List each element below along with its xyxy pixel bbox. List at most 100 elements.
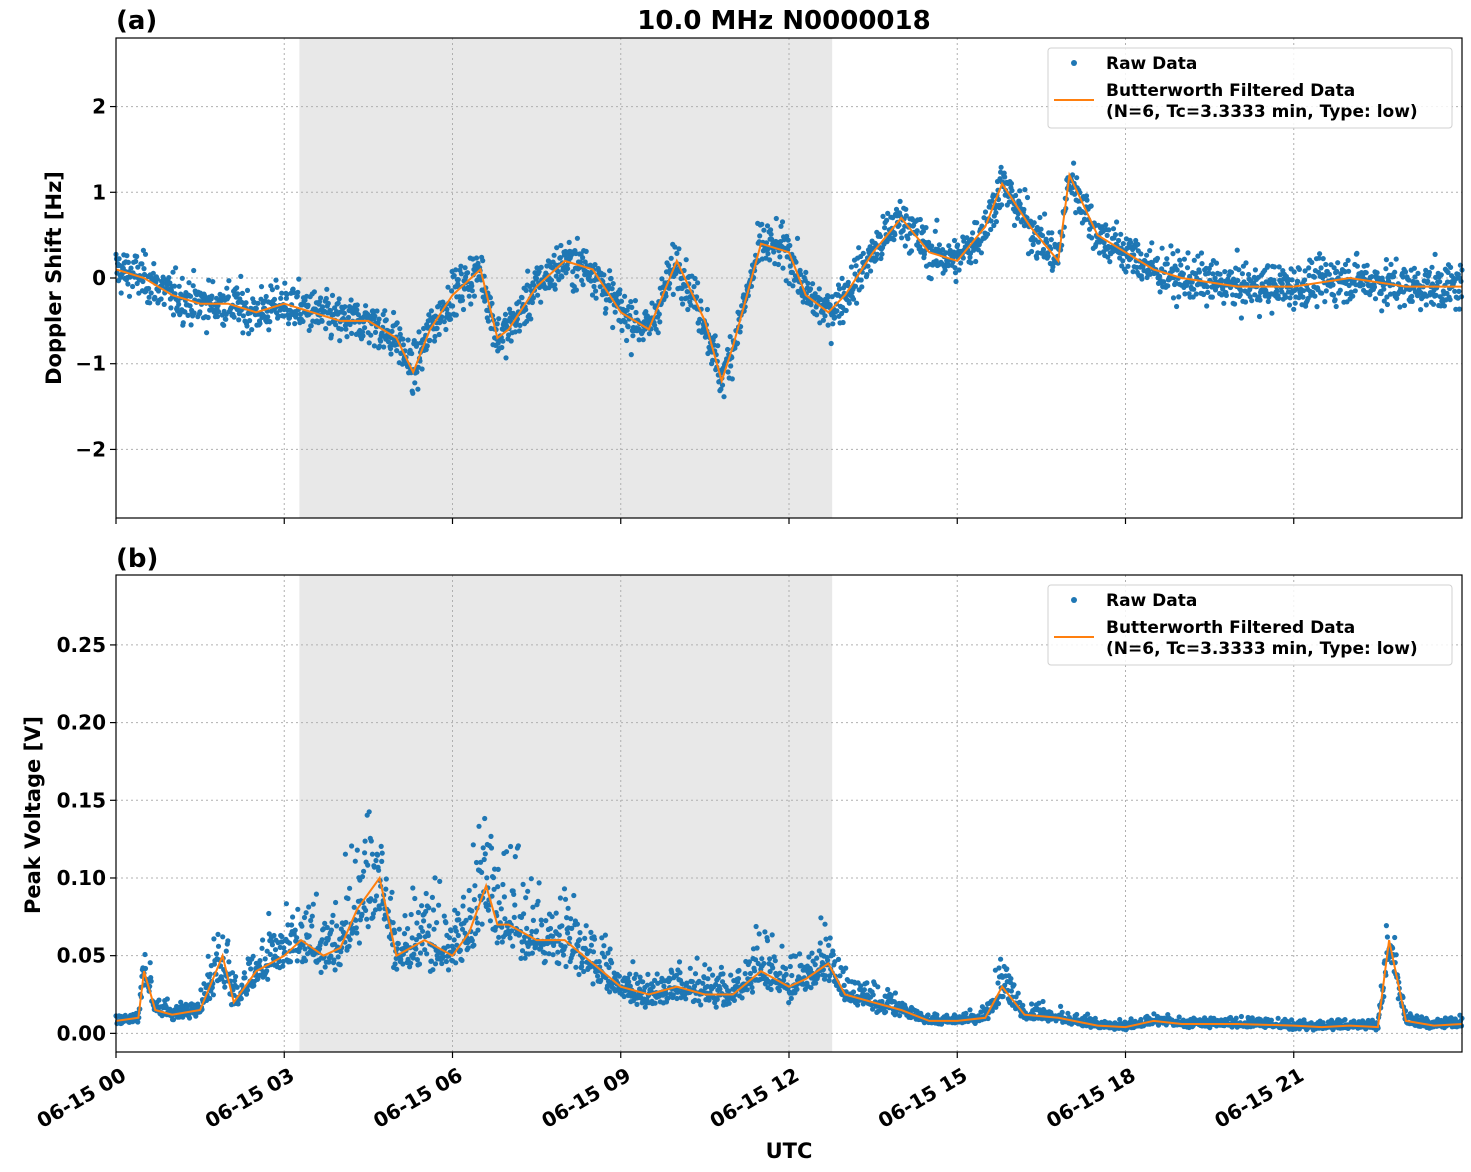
raw-data-point xyxy=(1456,306,1462,312)
raw-data-point xyxy=(1354,263,1360,269)
raw-data-point xyxy=(1338,271,1344,277)
raw-data-point xyxy=(432,875,438,881)
raw-data-point xyxy=(1011,982,1017,988)
raw-data-point xyxy=(148,290,154,296)
raw-data-point xyxy=(322,920,328,927)
raw-data-point xyxy=(523,895,529,901)
raw-data-point xyxy=(420,928,426,934)
raw-data-point xyxy=(905,236,911,242)
raw-data-point xyxy=(1265,263,1271,269)
raw-data-point xyxy=(1302,277,1308,283)
raw-data-point xyxy=(468,301,474,307)
raw-data-point xyxy=(397,326,403,332)
raw-data-point xyxy=(1222,269,1228,275)
raw-data-point xyxy=(835,282,842,288)
raw-data-point xyxy=(453,960,459,966)
raw-data-point xyxy=(419,366,425,372)
raw-data-point xyxy=(529,928,535,935)
raw-data-point xyxy=(610,281,616,287)
raw-data-point xyxy=(1302,268,1308,274)
raw-data-point xyxy=(735,976,742,982)
raw-data-point xyxy=(501,894,507,900)
raw-data-point xyxy=(481,856,487,863)
raw-data-point xyxy=(595,973,601,979)
raw-data-point xyxy=(914,228,920,234)
raw-data-point xyxy=(139,261,145,267)
raw-data-point xyxy=(124,253,130,259)
raw-data-point xyxy=(283,295,289,301)
raw-data-point xyxy=(272,947,279,953)
raw-data-point xyxy=(279,933,285,940)
raw-data-point xyxy=(668,255,674,261)
raw-data-point xyxy=(451,273,457,279)
raw-data-point xyxy=(440,954,446,960)
raw-data-point xyxy=(808,302,814,308)
raw-data-point xyxy=(837,973,843,979)
raw-data-point xyxy=(1210,271,1216,277)
raw-data-point xyxy=(646,331,653,337)
raw-data-point xyxy=(960,234,966,240)
raw-data-point xyxy=(1130,269,1136,275)
raw-data-point xyxy=(1391,274,1397,280)
raw-data-point xyxy=(379,858,385,865)
raw-data-point xyxy=(875,984,881,990)
raw-data-point xyxy=(873,256,879,262)
raw-data-point xyxy=(575,943,581,949)
raw-data-point xyxy=(892,232,898,238)
raw-data-point xyxy=(1388,261,1394,267)
raw-data-point xyxy=(841,982,847,989)
raw-data-point xyxy=(373,893,380,899)
raw-data-point xyxy=(652,1000,658,1006)
raw-data-point xyxy=(209,293,215,299)
raw-data-point xyxy=(698,1002,704,1008)
raw-data-point xyxy=(897,1013,903,1019)
raw-data-point xyxy=(868,268,874,274)
raw-data-point xyxy=(1015,990,1021,996)
raw-data-point xyxy=(1238,315,1244,321)
raw-data-point xyxy=(968,260,974,266)
raw-data-point xyxy=(1271,277,1277,283)
raw-data-point xyxy=(523,287,529,293)
raw-data-point xyxy=(789,269,796,276)
raw-data-point xyxy=(163,1004,169,1010)
raw-data-point xyxy=(292,321,298,327)
raw-data-point xyxy=(603,306,609,312)
raw-data-point xyxy=(236,317,242,323)
raw-data-point xyxy=(347,937,353,943)
raw-data-point xyxy=(187,303,193,309)
raw-data-point xyxy=(1312,293,1318,299)
raw-data-point xyxy=(411,951,417,957)
raw-data-point xyxy=(1199,261,1205,267)
raw-data-point xyxy=(685,306,691,313)
raw-data-point xyxy=(186,280,192,286)
raw-data-point xyxy=(818,915,824,921)
raw-data-point xyxy=(325,935,331,942)
raw-data-point xyxy=(859,284,865,290)
raw-data-point xyxy=(813,980,819,986)
raw-data-point xyxy=(371,864,377,870)
raw-data-point xyxy=(424,343,430,349)
raw-data-point xyxy=(1320,256,1326,262)
raw-data-point xyxy=(854,300,860,306)
raw-data-point xyxy=(558,242,564,249)
raw-data-point xyxy=(1252,267,1258,273)
raw-data-point xyxy=(734,340,741,346)
raw-data-point xyxy=(691,983,698,990)
legend-marker-raw xyxy=(1071,60,1077,66)
raw-data-point xyxy=(1371,284,1378,290)
raw-data-point xyxy=(469,288,475,294)
raw-data-point xyxy=(1236,267,1242,273)
raw-data-point xyxy=(953,278,959,285)
raw-data-point xyxy=(684,980,690,986)
raw-data-point xyxy=(306,933,312,939)
raw-data-point xyxy=(1165,283,1171,289)
raw-data-point xyxy=(870,992,876,998)
raw-data-point xyxy=(589,292,596,298)
raw-data-point xyxy=(1384,294,1390,300)
raw-data-point xyxy=(128,265,134,271)
raw-data-point xyxy=(460,903,466,909)
raw-data-point xyxy=(1364,262,1370,268)
raw-data-point xyxy=(747,970,754,977)
raw-data-point xyxy=(683,996,689,1002)
